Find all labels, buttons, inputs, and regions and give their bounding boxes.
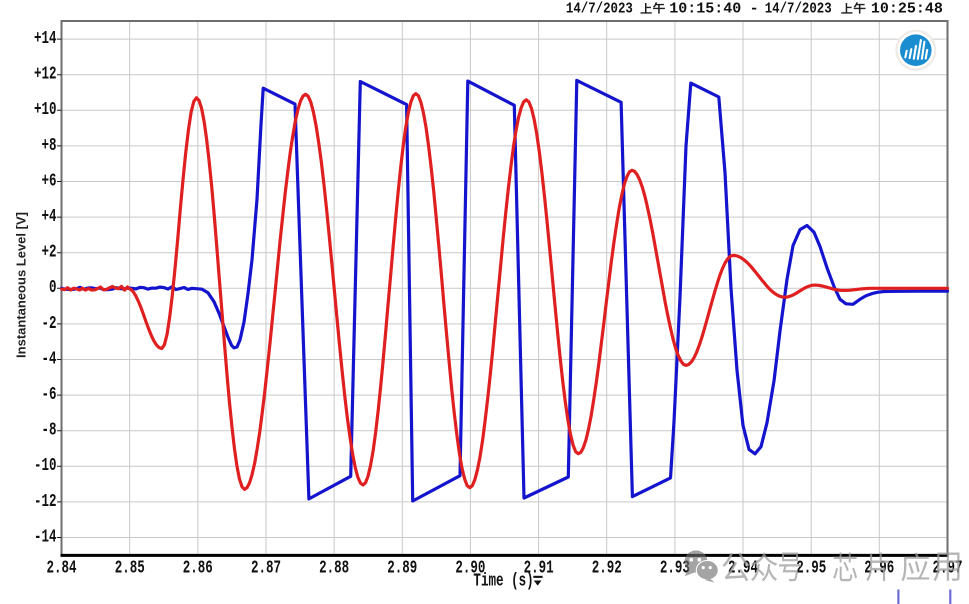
- svg-text:+6: +6: [41, 170, 56, 191]
- svg-text:+14: +14: [34, 28, 57, 49]
- svg-text:+8: +8: [41, 135, 56, 156]
- svg-text:2.88: 2.88: [319, 557, 349, 578]
- svg-text:10:25:48: 10:25:48: [871, 1, 943, 18]
- svg-text:-10: -10: [34, 455, 57, 476]
- svg-text:-14: -14: [34, 526, 57, 547]
- svg-text:+4: +4: [41, 206, 56, 227]
- svg-text:-6: -6: [41, 384, 56, 405]
- svg-text:2.90: 2.90: [455, 557, 485, 578]
- svg-text:2.85: 2.85: [115, 557, 145, 578]
- svg-text:14/7/2023: 14/7/2023: [765, 1, 832, 18]
- svg-text:14/7/2023: 14/7/2023: [566, 1, 633, 18]
- svg-text:-: -: [750, 1, 759, 18]
- svg-text:-2: -2: [41, 313, 56, 334]
- svg-text:10:15:40: 10:15:40: [669, 1, 741, 18]
- svg-text:-8: -8: [41, 419, 56, 440]
- svg-text:2.86: 2.86: [183, 557, 213, 578]
- svg-text:2.91: 2.91: [524, 557, 554, 578]
- svg-text:+12: +12: [34, 63, 57, 84]
- svg-text:-4: -4: [41, 348, 56, 369]
- svg-text:+2: +2: [41, 241, 56, 262]
- svg-text:+10: +10: [34, 99, 57, 120]
- svg-text:2.87: 2.87: [251, 557, 281, 578]
- svg-text:2.84: 2.84: [46, 557, 76, 578]
- svg-text:2.93: 2.93: [660, 557, 690, 578]
- svg-text:2.89: 2.89: [387, 557, 417, 578]
- svg-text:2.92: 2.92: [592, 557, 622, 578]
- svg-text:2.95: 2.95: [796, 557, 826, 578]
- svg-text:-12: -12: [34, 491, 57, 512]
- svg-text:Instantaneous Level [V]: Instantaneous Level [V]: [14, 212, 29, 358]
- svg-text:0: 0: [49, 277, 57, 298]
- svg-text:Time (s): Time (s): [473, 570, 533, 591]
